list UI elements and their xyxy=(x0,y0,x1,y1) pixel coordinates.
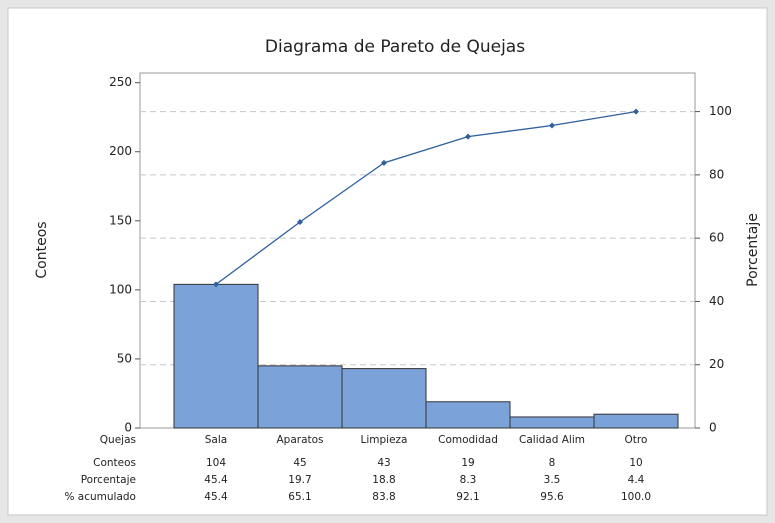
table-cell: 83.8 xyxy=(372,491,395,503)
y-axis-label: Conteos xyxy=(34,221,50,278)
table-row-label: Quejas xyxy=(100,434,136,446)
y2-axis-label: Porcentaje xyxy=(745,213,761,287)
y-tick-label: 150 xyxy=(109,213,132,227)
table-cell: 45.4 xyxy=(204,474,228,486)
table-row-label: Porcentaje xyxy=(81,474,136,486)
bar xyxy=(173,283,259,429)
table-cell: 92.1 xyxy=(456,491,479,503)
bar xyxy=(593,413,679,429)
cumulative-marker xyxy=(549,122,555,129)
table-cell: 8 xyxy=(549,457,556,469)
y2-tick-label: 40 xyxy=(709,294,724,308)
bar xyxy=(509,416,595,429)
table-row-label: Conteos xyxy=(93,457,136,469)
table-cell: 19 xyxy=(461,457,474,469)
y-tick-label: 200 xyxy=(109,144,132,158)
table-cell: 45 xyxy=(293,457,306,469)
table-cell: 10 xyxy=(629,457,642,469)
table-row-label: % acumulado xyxy=(64,491,136,503)
table-cell: 43 xyxy=(377,457,390,469)
bar xyxy=(257,365,343,429)
cumulative-marker xyxy=(297,219,303,226)
y-tick-label: 100 xyxy=(109,282,132,296)
x-tick-label: Sala xyxy=(205,434,227,446)
cumulative-marker xyxy=(633,108,639,115)
x-tick-label: Otro xyxy=(625,434,648,446)
bar xyxy=(425,401,511,429)
y-tick-label: 50 xyxy=(117,351,132,365)
y2-tick-label: 100 xyxy=(709,104,732,118)
table-cell: 4.4 xyxy=(628,474,645,486)
table-cell: 45.4 xyxy=(204,491,228,503)
y2-tick-label: 80 xyxy=(709,167,724,181)
table-cell: 18.8 xyxy=(372,474,395,486)
table-cell: 3.5 xyxy=(544,474,561,486)
y-tick-label: 0 xyxy=(124,421,132,435)
y-tick-label: 250 xyxy=(109,75,132,89)
table-cell: 100.0 xyxy=(621,491,651,503)
x-tick-label: Aparatos xyxy=(276,434,323,446)
bar xyxy=(341,368,427,429)
table-cell: 104 xyxy=(206,457,226,469)
x-tick-label: Limpieza xyxy=(361,434,408,446)
cumulative-marker xyxy=(213,281,219,288)
y2-tick-label: 60 xyxy=(709,231,724,245)
table-cell: 95.6 xyxy=(540,491,564,503)
chart-title: Diagrama de Pareto de Quejas xyxy=(265,37,525,57)
table-cell: 19.7 xyxy=(288,474,311,486)
y2-tick-label: 0 xyxy=(709,421,717,435)
cumulative-marker xyxy=(381,159,387,166)
cumulative-line xyxy=(215,110,637,285)
x-tick-label: Comodidad xyxy=(438,434,498,446)
table-cell: 65.1 xyxy=(288,491,311,503)
table-cell: 8.3 xyxy=(460,474,477,486)
y2-tick-label: 20 xyxy=(709,357,724,371)
cumulative-marker xyxy=(465,133,471,140)
x-tick-label: Calidad Alim xyxy=(519,434,585,446)
